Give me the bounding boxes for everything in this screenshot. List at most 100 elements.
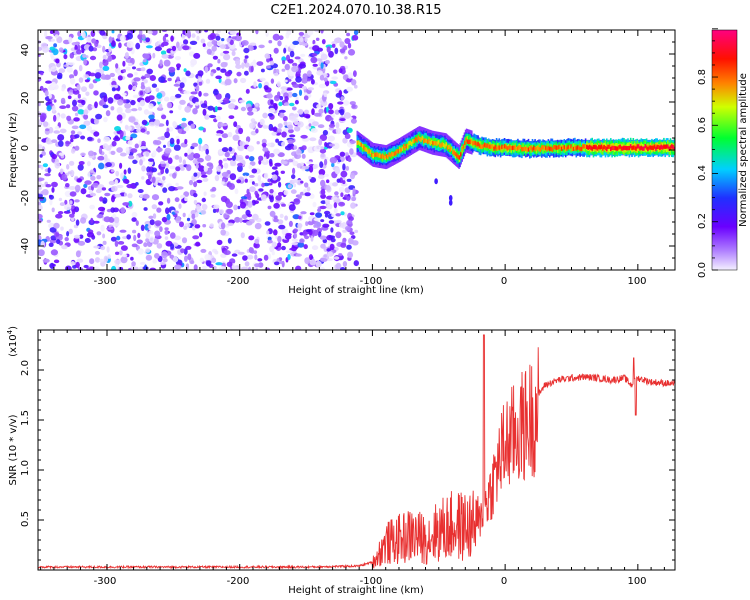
spectrogram-cell — [51, 181, 58, 188]
spectrogram-cell — [343, 112, 351, 119]
spectrogram-cell — [285, 250, 293, 254]
spectrogram-cell — [368, 149, 370, 154]
spectrogram-cell — [349, 140, 356, 144]
spectrogram-cell — [288, 220, 293, 227]
spectrogram-cell — [319, 134, 328, 142]
spectrogram-cell — [122, 202, 130, 206]
spectrogram-cell — [248, 235, 255, 241]
spectrogram-cell — [94, 72, 102, 79]
spectrogram-cell — [306, 161, 313, 165]
spectrogram-cell — [409, 140, 412, 145]
spectrogram-cell — [74, 184, 81, 192]
spectrogram-cell — [413, 138, 416, 144]
spectrogram-cell — [130, 99, 136, 106]
spectrogram-cell — [335, 122, 340, 129]
spectrogram-cell — [347, 72, 354, 79]
spectrogram-cell — [501, 144, 503, 149]
spectrogram-cell — [489, 144, 491, 149]
spectrogram-cell — [69, 89, 74, 93]
spectrogram-cell — [240, 196, 248, 200]
spectrogram-cell — [100, 224, 105, 232]
spectrogram-cell — [51, 263, 56, 267]
colorbar-label: Normalized spectral amplitude — [738, 73, 749, 227]
spectrogram-cell — [236, 179, 242, 184]
spectrogram-cell — [59, 202, 65, 207]
snr-series-line — [38, 334, 675, 570]
spectrogram-cell — [145, 254, 153, 261]
spectrogram-cell — [65, 183, 70, 188]
spectrogram-cell — [346, 127, 353, 133]
spectrogram-cell — [124, 52, 129, 59]
spectrogram-cell — [328, 117, 334, 121]
spectrogram-cell — [328, 50, 334, 58]
spectrogram-cell — [122, 254, 128, 258]
spectrogram-cell — [278, 181, 282, 188]
spectrogram-cell — [320, 30, 324, 34]
spectrogram-cell — [161, 216, 168, 223]
spectrogram-cell — [289, 247, 297, 251]
spectrogram-cell — [174, 264, 182, 270]
spectrogram-cell — [269, 196, 274, 203]
spectrogram-cell — [614, 145, 616, 151]
spectrogram-cell — [347, 251, 354, 259]
spectrogram-cell — [69, 52, 75, 59]
spectrogram-cell — [608, 144, 611, 149]
snr-y-tick-label: 1.0 — [20, 460, 31, 476]
spectrogram-cell — [149, 75, 156, 81]
spectrogram-cell — [68, 228, 73, 235]
spectrogram-cell — [444, 139, 446, 148]
spectrogram-cell — [300, 180, 304, 184]
spectrogram-cell — [249, 122, 256, 129]
spectrogram-cell — [38, 218, 43, 223]
spectrogram-cell — [494, 144, 497, 150]
spectrogram-cell — [428, 138, 430, 144]
spectrogram-cell — [548, 146, 551, 152]
spectrogram-cell — [154, 220, 162, 226]
spectrogram-cell — [457, 154, 459, 160]
spectrogram-cell — [297, 194, 302, 200]
spectrogram-cell — [223, 97, 230, 104]
spectrogram-cell — [599, 145, 601, 150]
spectrogram-cell — [102, 197, 108, 204]
spectrogram-cell — [143, 207, 148, 211]
spectrogram-cell — [345, 226, 351, 231]
spectrogram-cell — [111, 40, 116, 47]
spectrogram-cell — [248, 174, 255, 178]
spectrogram-cell — [90, 118, 95, 124]
spectrogram-cell — [636, 144, 639, 149]
spectrogram-cell — [281, 56, 287, 62]
spectrogram-cell — [402, 145, 405, 153]
spectrogram-cell — [333, 69, 338, 74]
spectrogram-cell — [201, 265, 208, 270]
spectrogram-cell — [96, 214, 104, 219]
spectrogram-cell — [90, 169, 94, 174]
spectrogram-cell — [281, 131, 287, 138]
spectrogram-cell — [669, 145, 672, 150]
spectrogram-cell — [55, 213, 63, 219]
spectrogram-cell — [396, 149, 398, 154]
spectrogram-cell — [200, 209, 207, 215]
spectrogram-cell — [315, 260, 322, 268]
spectrogram-cell — [328, 103, 334, 110]
spectrogram-cell — [165, 161, 170, 169]
spectrogram-cell — [231, 253, 238, 257]
spectrogram-cell — [432, 141, 434, 146]
spectrogram-cell — [420, 137, 422, 142]
spectrogram-cell — [235, 64, 242, 69]
spectrogram-cell — [281, 141, 286, 147]
spectrogram-cell — [254, 263, 261, 268]
spectrogram-cell — [206, 259, 211, 267]
spectrogram-cell — [466, 139, 469, 144]
spectrogram-cell — [347, 157, 352, 163]
spectrogram-cell — [145, 232, 150, 239]
spectrogram-cell — [334, 191, 339, 196]
spectrogram-cell — [164, 236, 169, 241]
spectrogram-cell — [102, 59, 109, 67]
spectrogram-cell — [367, 149, 369, 154]
spectrogram-cell — [313, 112, 322, 117]
spectrogram-cell — [86, 125, 93, 132]
spectrogram-cell — [292, 62, 298, 67]
spectrogram-cell — [347, 49, 356, 56]
spectrogram-cell — [241, 40, 249, 46]
spectrogram-cell — [592, 144, 595, 150]
